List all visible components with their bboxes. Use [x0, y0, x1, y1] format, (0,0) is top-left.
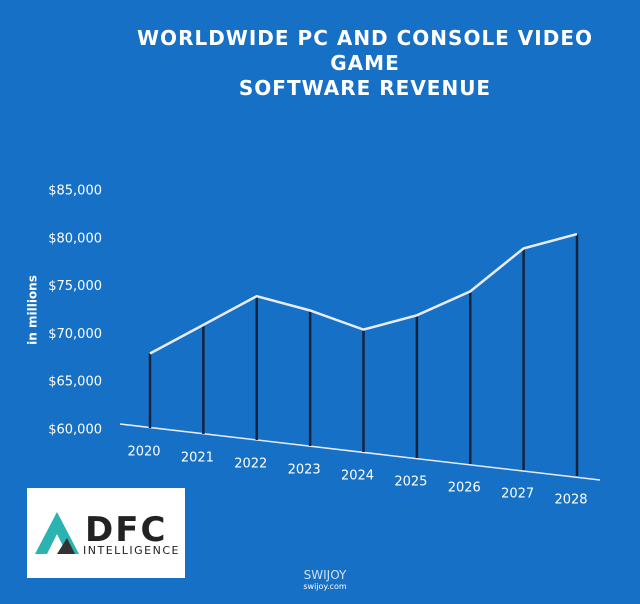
- x-tick-label: 2022: [234, 457, 267, 472]
- x-tick-label: 2024: [341, 469, 374, 484]
- x-tick-label: 2023: [288, 463, 321, 478]
- watermark: SWIJOY swijoy.com: [280, 568, 370, 591]
- watermark-text: SWIJOY: [303, 568, 347, 582]
- x-tick-label: 2021: [181, 451, 214, 466]
- y-tick-label: $75,000: [48, 279, 102, 294]
- y-tick-label: $85,000: [48, 184, 102, 199]
- x-tick-label: 2026: [448, 481, 481, 496]
- y-tick-label: $60,000: [48, 423, 102, 438]
- x-tick-label: 2025: [394, 475, 427, 490]
- logo-text: DFC: [85, 510, 168, 550]
- line: [149, 232, 578, 355]
- chart-title: WORLDWIDE PC AND CONSOLE VIDEO GAME SOFT…: [137, 26, 593, 100]
- logo-subtext: INTELLIGENCE: [83, 544, 180, 557]
- watermark-url: swijoy.com: [303, 582, 347, 591]
- x-tick-label: 2028: [554, 493, 587, 508]
- y-tick-label: $80,000: [48, 231, 102, 246]
- y-tick-label: $65,000: [48, 375, 102, 390]
- logo-icon: [35, 512, 79, 554]
- y-tick-label: $70,000: [48, 327, 102, 342]
- x-tick-label: 2020: [127, 445, 160, 460]
- y-axis-label: in millions: [26, 275, 40, 345]
- x-tick-label: 2027: [501, 487, 534, 502]
- logo: DFC INTELLIGENCE: [27, 488, 185, 578]
- baseline: [119, 423, 601, 481]
